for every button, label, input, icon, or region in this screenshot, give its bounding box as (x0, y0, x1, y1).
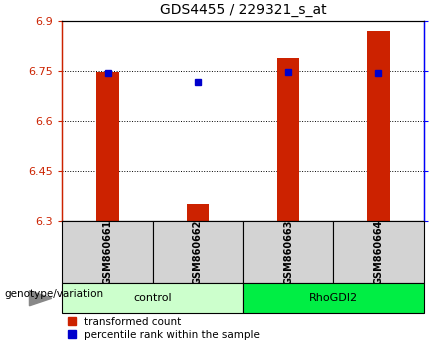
Polygon shape (29, 291, 52, 306)
Bar (62, 283, 243, 313)
Bar (277, 58, 299, 221)
Bar (367, 30, 390, 221)
Text: GSM860662: GSM860662 (193, 219, 203, 285)
Bar (153, 221, 243, 283)
Text: GSM860664: GSM860664 (373, 219, 384, 285)
Bar (187, 204, 209, 221)
Bar (62, 221, 153, 283)
Text: genotype/variation: genotype/variation (4, 289, 104, 299)
Title: GDS4455 / 229321_s_at: GDS4455 / 229321_s_at (160, 4, 326, 17)
Legend: transformed count, percentile rank within the sample: transformed count, percentile rank withi… (68, 317, 260, 340)
Text: GSM860663: GSM860663 (283, 219, 293, 285)
Text: control: control (133, 293, 172, 303)
Text: GSM860661: GSM860661 (102, 219, 113, 285)
Bar (333, 221, 424, 283)
Text: RhoGDI2: RhoGDI2 (309, 293, 358, 303)
Bar (96, 72, 119, 221)
Bar (243, 283, 424, 313)
Bar (243, 221, 333, 283)
